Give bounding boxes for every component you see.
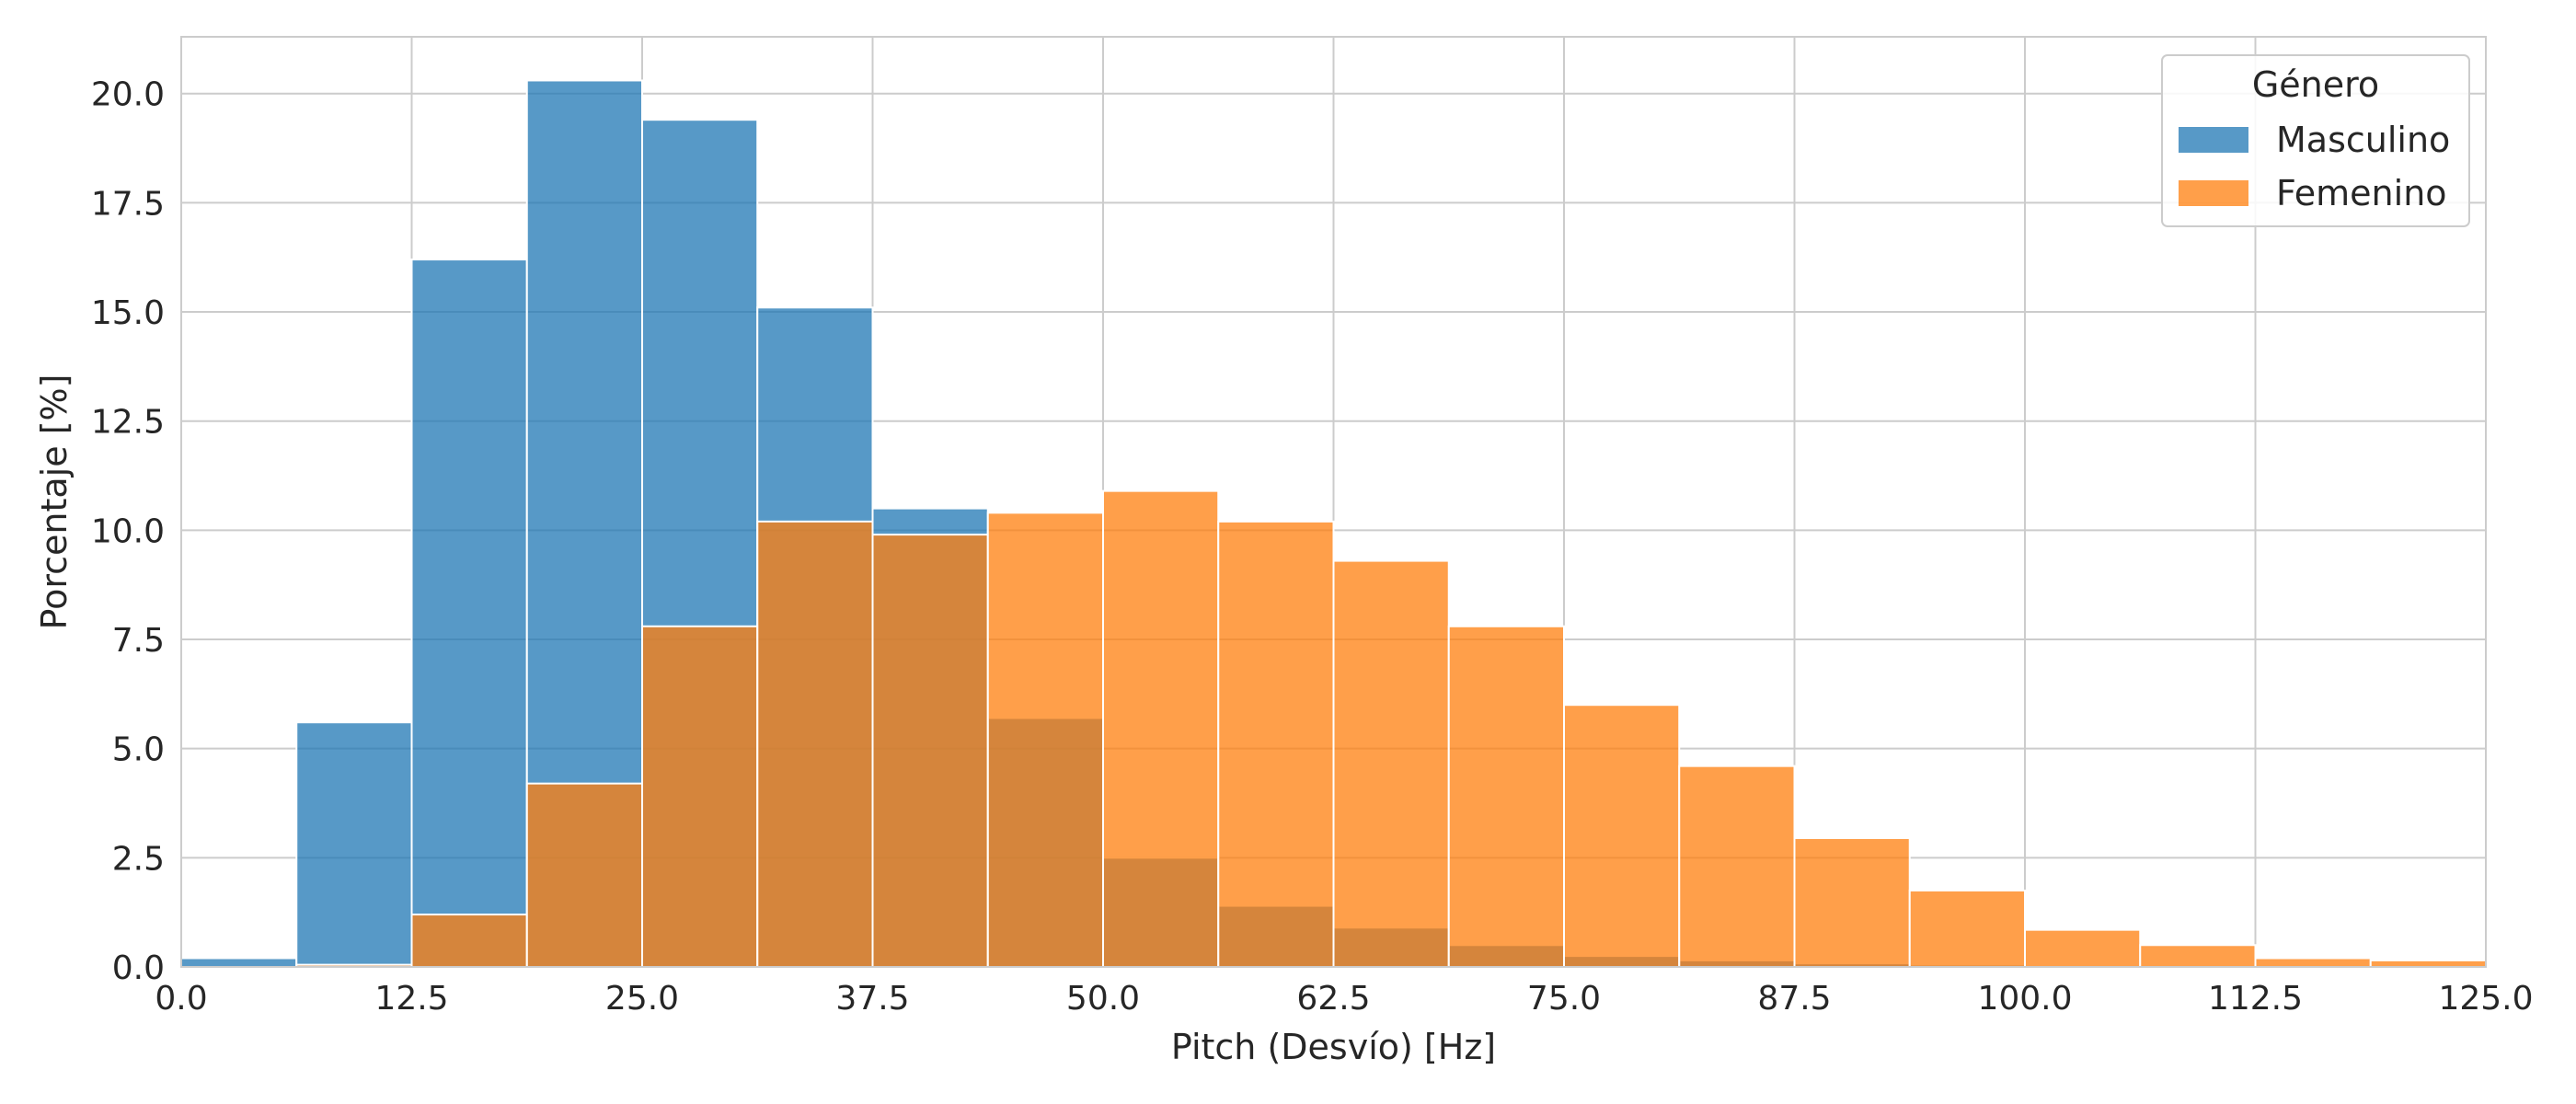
legend-swatch-femenino — [2179, 180, 2248, 206]
bar-femenino — [410, 914, 528, 968]
y-tick-label: 12.5 — [91, 404, 165, 442]
bar-femenino — [641, 625, 759, 968]
y-tick-label: 10.0 — [91, 512, 165, 550]
series-femenino — [295, 489, 2487, 969]
x-tick-label: 25.0 — [605, 980, 679, 1018]
bar-femenino — [1793, 836, 1911, 969]
bar-femenino — [1563, 704, 1681, 968]
x-tick-label: 75.0 — [1527, 980, 1601, 1018]
x-tick-label: 62.5 — [1296, 980, 1370, 1018]
legend-swatch-masculino — [2179, 127, 2248, 153]
bar-femenino — [1332, 559, 1450, 968]
y-tick-label: 20.0 — [91, 76, 165, 114]
x-axis-label: Pitch (Desvío) [Hz] — [1171, 1027, 1496, 1067]
x-tick-label: 87.5 — [1757, 980, 1831, 1018]
y-tick-label: 17.5 — [91, 185, 165, 223]
x-tick-label: 100.0 — [1977, 980, 2072, 1018]
bar-masculino — [410, 259, 528, 968]
legend-title: Género — [2252, 64, 2379, 105]
x-tick-label: 125.0 — [2438, 980, 2533, 1018]
x-tick-label: 112.5 — [2208, 980, 2303, 1018]
y-tick-label: 0.0 — [112, 949, 165, 987]
tick-labels: 0.0 12.5 25.0 37.5 50.0 62.5 75.0 87.5 100.0 112.… — [91, 76, 2534, 1018]
bar-femenino — [871, 534, 989, 968]
y-tick-label: 2.5 — [112, 840, 165, 878]
bar-femenino — [2024, 928, 2142, 968]
y-tick-label: 5.0 — [112, 731, 165, 769]
bar-femenino — [986, 512, 1104, 968]
bar-femenino — [2139, 944, 2257, 968]
bar-femenino — [1447, 625, 1565, 968]
legend-label-femenino: Femenino — [2276, 173, 2447, 213]
y-tick-label: 15.0 — [91, 294, 165, 332]
legend-items: Masculino Femenino — [2179, 120, 2450, 213]
x-tick-label: 12.5 — [374, 980, 448, 1018]
bar-femenino — [1102, 489, 1220, 968]
plot-frame — [180, 36, 2487, 968]
bar-femenino — [525, 782, 643, 968]
bar-femenino — [1678, 765, 1796, 969]
bars — [180, 79, 2487, 969]
bar-femenino — [756, 520, 874, 968]
bar-femenino — [2369, 959, 2487, 968]
y-axis-label: Porcentaje [%] — [34, 374, 75, 630]
bar-femenino — [1908, 889, 2026, 969]
legend-label-masculino: Masculino — [2276, 120, 2450, 160]
x-tick-label: 0.0 — [155, 980, 207, 1018]
legend: Género Masculino Femenino — [2161, 54, 2470, 227]
bar-femenino — [2254, 957, 2372, 969]
bar-masculino — [295, 721, 413, 969]
x-tick-label: 50.0 — [1066, 980, 1140, 1018]
bar-femenino — [1217, 520, 1335, 968]
bar-masculino — [180, 957, 298, 969]
x-tick-label: 37.5 — [835, 980, 909, 1018]
y-tick-label: 7.5 — [112, 622, 165, 660]
